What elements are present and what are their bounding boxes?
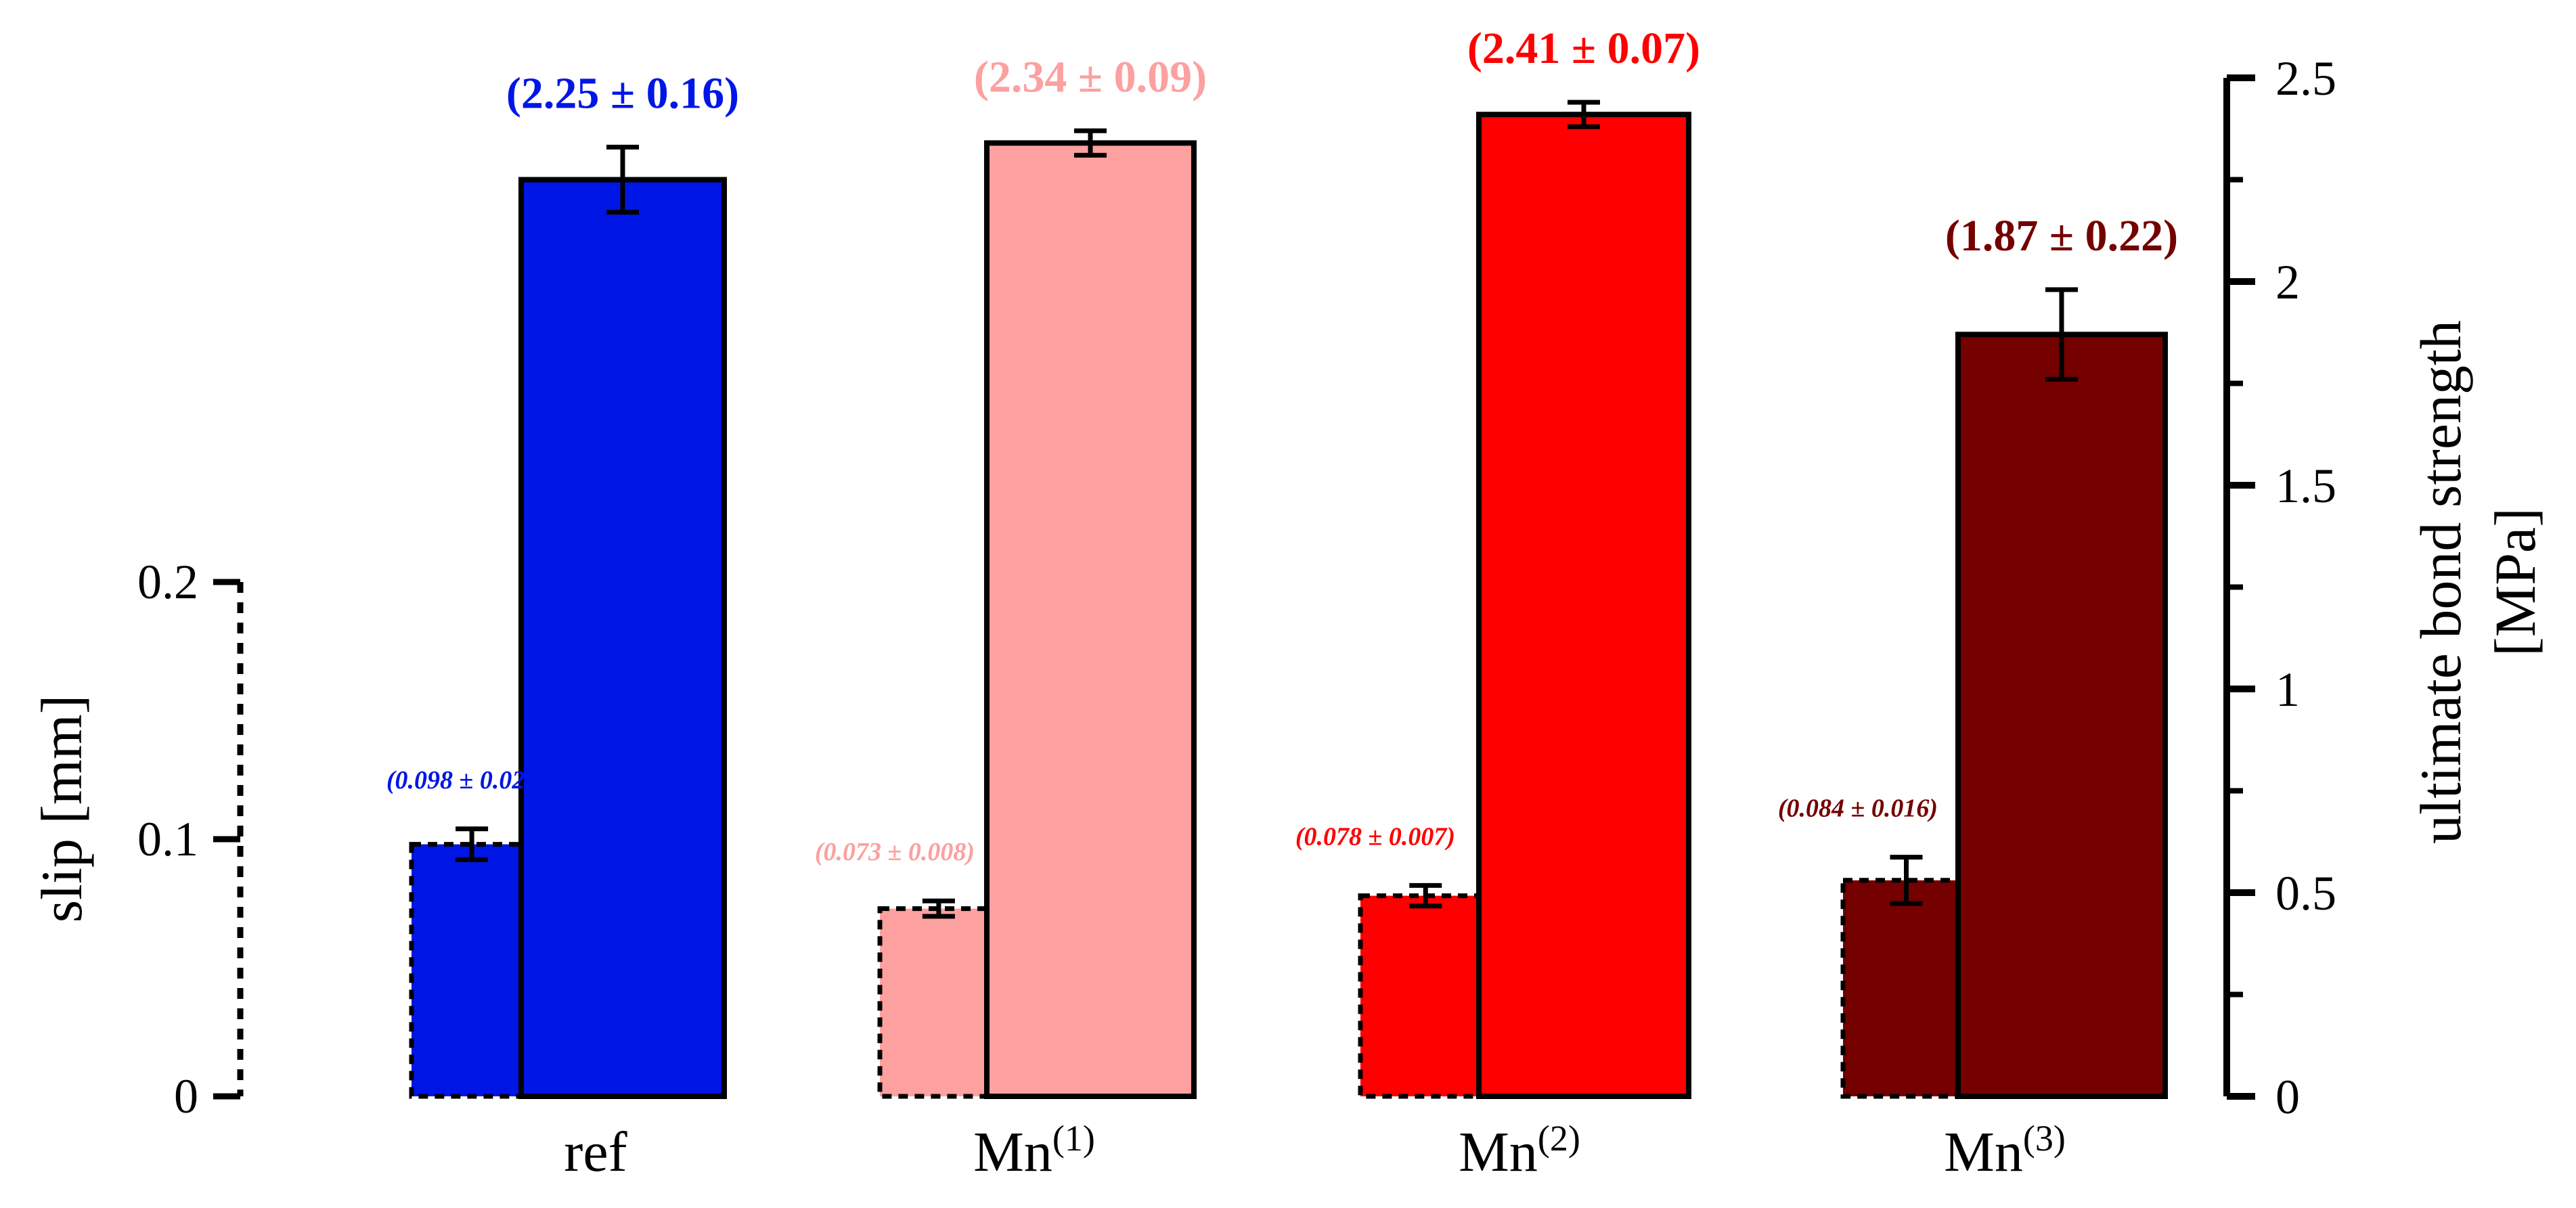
right-axis-tick-label: 1 (2275, 663, 2300, 717)
slip-value-label: (0.073 ± 0.008) (815, 838, 975, 866)
category-label: Mn(3) (1944, 1118, 2066, 1184)
slip-bar (1358, 893, 1482, 1099)
bars (409, 112, 2168, 1100)
right-axis-tick-label: 2.5 (2275, 51, 2336, 106)
category-label-base: ref (564, 1121, 627, 1184)
right-axis-tick-label: 2 (2275, 255, 2300, 309)
slip-value-label: (0.098 ± 0.025) (386, 766, 546, 795)
left-axis-label: slip [mm] (29, 695, 94, 923)
right-axis-tick-label: 0.5 (2275, 866, 2336, 920)
ubs-bar (1955, 332, 2168, 1099)
slip-bar (409, 842, 524, 1099)
value-labels: (2.25 ± 0.16) (0.098 ± 0.025) (2.34 ± 0.09… (386, 24, 2178, 866)
left-axis-tick-label: 0.1 (137, 812, 198, 866)
category-label-superscript: (2) (1538, 1118, 1580, 1159)
category-label-superscript: (3) (2023, 1118, 2066, 1159)
category-label-base: Mn (973, 1121, 1052, 1184)
left-axis-tick-label: 0.2 (137, 555, 198, 609)
right-axis-label-line1: ultimate bond strength (2408, 320, 2473, 844)
right-axis-tick-label: 1.5 (2275, 459, 2336, 513)
ubs-bar (518, 177, 727, 1099)
category-label: ref (564, 1121, 627, 1184)
ubs-value-label: (2.41 ± 0.07) (1467, 24, 1700, 73)
right-axis-tick-label: 0 (2275, 1070, 2300, 1124)
ubs-bar (1476, 112, 1691, 1099)
category-labels: ref Mn(1) Mn(2) Mn(3) (564, 1118, 2065, 1184)
left-axis-tick-label: 0 (174, 1069, 198, 1123)
right-axis-label-line2: [MPa] (2483, 508, 2548, 656)
slip-bar (877, 906, 990, 1099)
slip-value-label: (0.084 ± 0.016) (1778, 795, 1938, 823)
category-label-base: Mn (1944, 1121, 2023, 1184)
left-axis: 0 0.1 0.2 (137, 555, 244, 1123)
error-bars (456, 99, 2078, 919)
slip-value-label: (0.078 ± 0.007) (1295, 822, 1455, 851)
category-label: Mn(1) (973, 1118, 1095, 1184)
ubs-value-label: (1.87 ± 0.22) (1945, 211, 2178, 261)
ubs-bar (984, 140, 1197, 1100)
category-label-superscript: (1) (1052, 1118, 1095, 1159)
slip-bar (1840, 878, 1961, 1099)
ubs-value-label: (2.25 ± 0.16) (506, 68, 739, 118)
category-label: Mn(2) (1459, 1118, 1580, 1184)
right-axis: 0 0.5 1 1.5 2 2.5 (2223, 51, 2336, 1124)
category-label-base: Mn (1459, 1121, 1538, 1184)
ubs-value-label: (2.34 ± 0.09) (974, 52, 1207, 102)
